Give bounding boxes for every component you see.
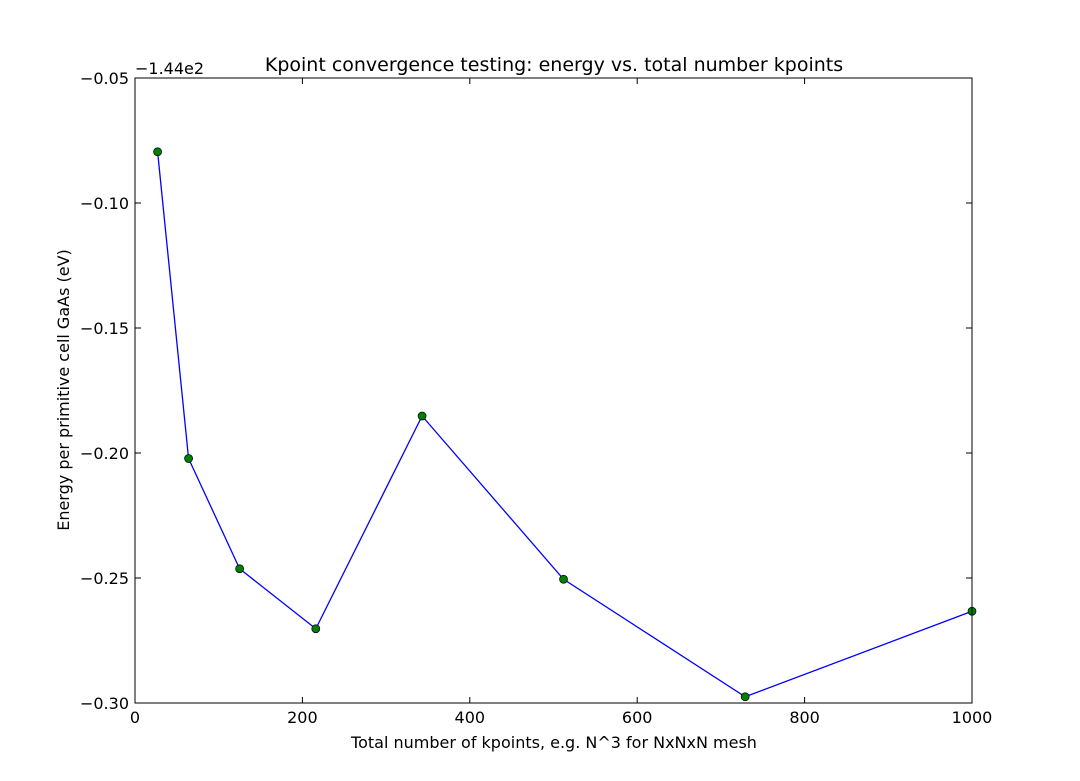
x-tick-label: 800 bbox=[789, 708, 820, 727]
x-tick-label: 1000 bbox=[952, 708, 993, 727]
y-tick-label: −0.15 bbox=[80, 319, 129, 338]
y-axis: −0.30 −0.25 −0.20 −0.15 −0.10 −0.05 bbox=[80, 69, 972, 713]
data-point bbox=[184, 454, 193, 463]
x-axis-label: Total number of kpoints, e.g. N^3 for Nx… bbox=[350, 733, 757, 752]
data-point bbox=[559, 574, 568, 584]
plot-area bbox=[153, 147, 977, 702]
y-tick-label: −0.30 bbox=[80, 694, 129, 713]
y-tick-label: −0.10 bbox=[80, 194, 129, 213]
x-axis: 0 200 400 600 800 1000 bbox=[130, 78, 992, 727]
x-tick-label: 400 bbox=[455, 708, 486, 727]
y-tick-label: −0.05 bbox=[80, 69, 129, 88]
x-tick-label: 600 bbox=[622, 708, 653, 727]
plot-frame bbox=[134, 77, 973, 704]
data-point bbox=[311, 624, 321, 634]
data-point bbox=[235, 564, 244, 574]
series-line bbox=[156, 151, 973, 698]
x-tick-label: 0 bbox=[130, 708, 140, 727]
data-point bbox=[417, 411, 427, 421]
x-tick-label: 200 bbox=[287, 708, 318, 727]
data-point bbox=[740, 692, 750, 702]
y-axis-label: Energy per primitive cell GaAs (eV) bbox=[54, 249, 73, 531]
chart-title: Kpoint convergence testing: energy vs. t… bbox=[265, 54, 843, 76]
y-offset-label: −1.44e2 bbox=[135, 59, 204, 78]
data-point bbox=[153, 147, 162, 157]
y-tick-label: −0.20 bbox=[80, 444, 129, 463]
y-tick-label: −0.25 bbox=[80, 569, 129, 588]
